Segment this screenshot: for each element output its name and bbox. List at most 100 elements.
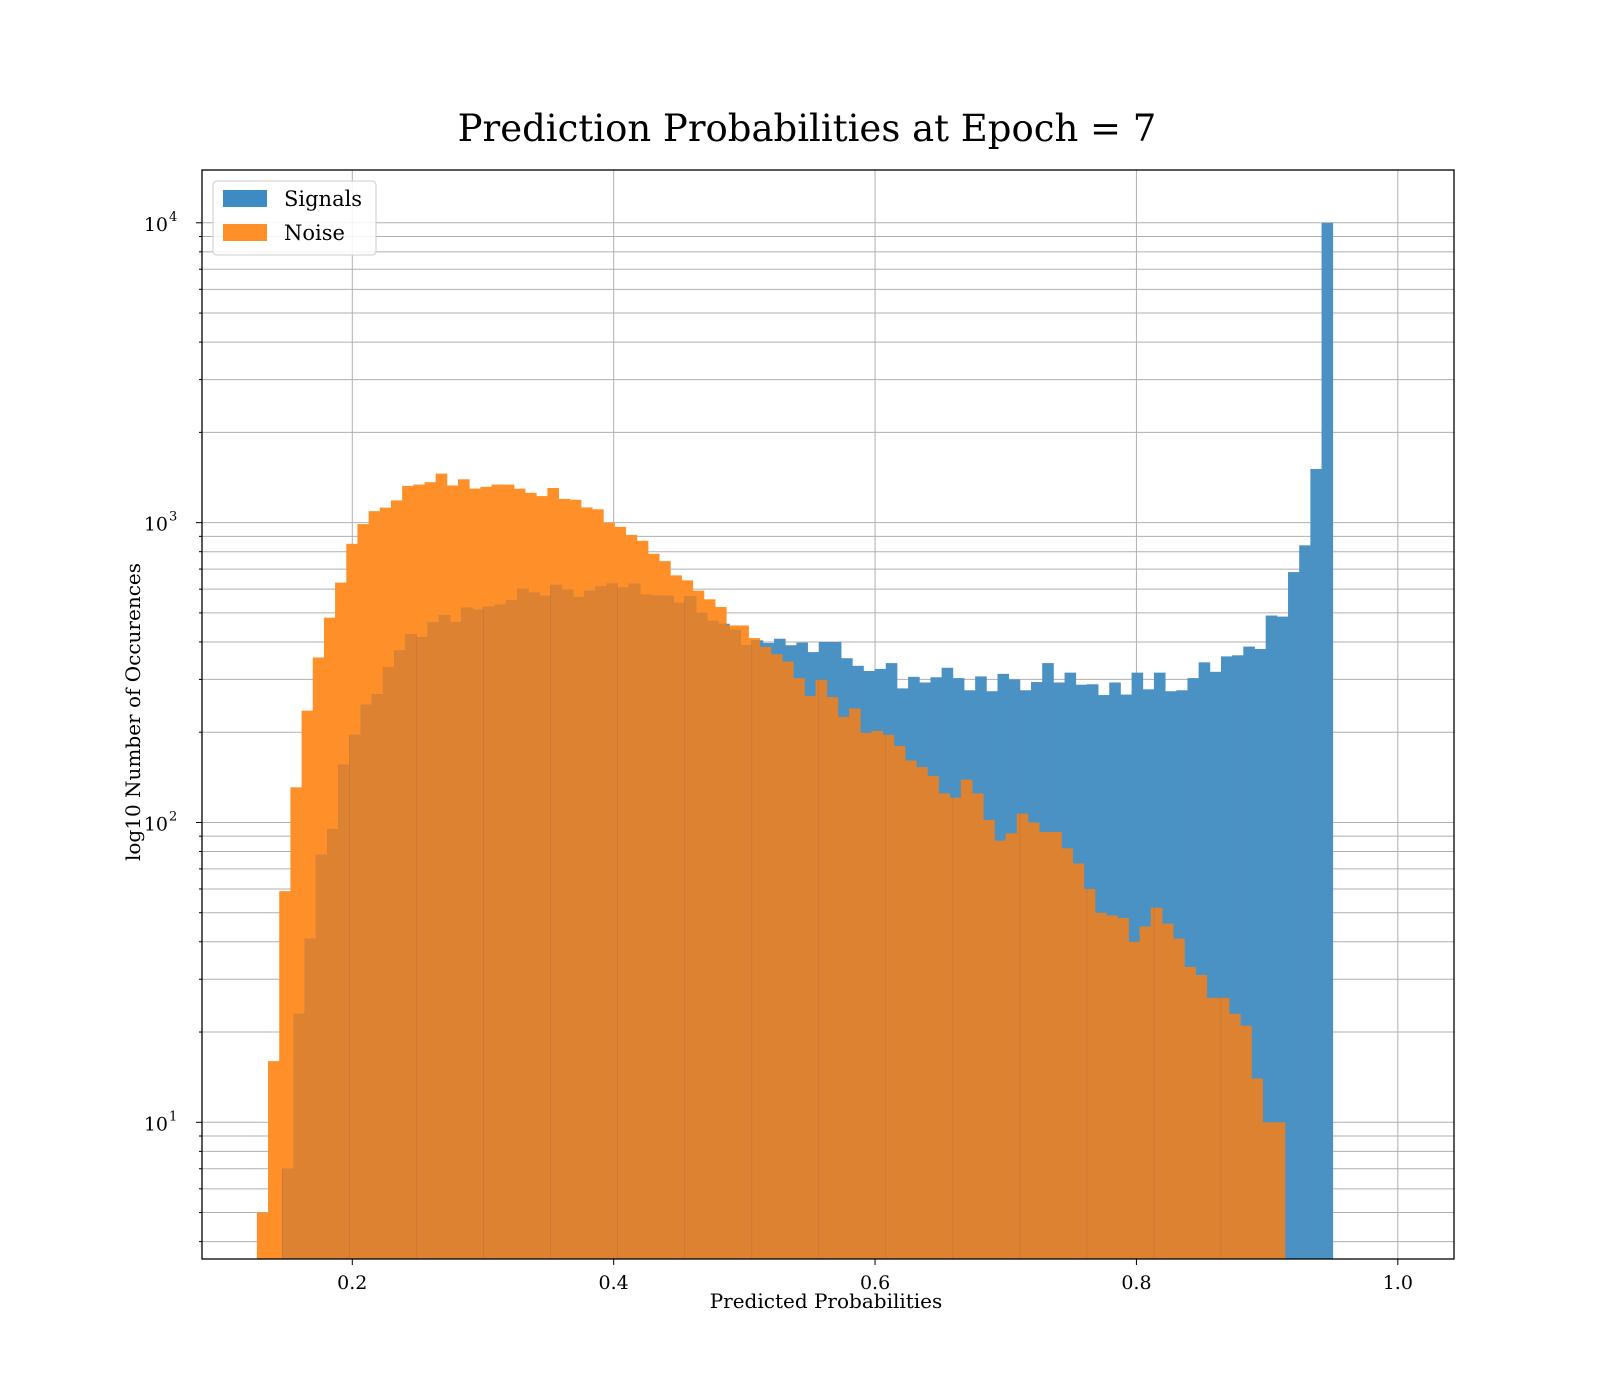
overlap-bar [517, 588, 526, 1259]
overlap-bar [670, 595, 674, 1259]
overlap-bar [1072, 863, 1077, 1259]
legend-swatch-noise [223, 224, 267, 241]
overlap-bar [1109, 915, 1118, 1259]
overlap-bar [762, 646, 772, 1259]
legend-label-noise: Noise [284, 221, 345, 245]
legend-label-signals: Signals [284, 187, 362, 211]
overlap-bar [472, 609, 481, 1259]
overlap-bar [1120, 918, 1129, 1259]
overlap-bar [480, 609, 484, 1259]
overlap-bar [706, 620, 716, 1259]
x-tick-label: 0.6 [860, 1272, 890, 1294]
overlap-bar [550, 584, 559, 1259]
overlap-bar [904, 760, 909, 1259]
overlap-bar [908, 760, 917, 1259]
overlap-bar [1176, 938, 1185, 1259]
overlap-bar [1075, 863, 1085, 1259]
overlap-bar [569, 589, 574, 1259]
overlap-bar [1008, 833, 1018, 1259]
overlap-bar [304, 938, 314, 1259]
overlap-bar [327, 829, 336, 1259]
overlap-bar [580, 596, 585, 1259]
overlap-bar [405, 634, 414, 1259]
overlap-bar [793, 678, 797, 1259]
overlap-bar [1039, 831, 1043, 1259]
signal-bar [1198, 662, 1211, 1259]
overlap-bar [1173, 938, 1177, 1259]
chart-title: Prediction Probabilities at Epoch = 7 [458, 107, 1157, 150]
y-tick-label: 10 [144, 514, 168, 536]
x-tick-label: 1.0 [1383, 1272, 1413, 1294]
overlap-bar [1217, 997, 1222, 1259]
overlap-bar [1117, 918, 1121, 1259]
overlap-bar [368, 704, 373, 1259]
overlap-bar [1053, 831, 1062, 1259]
overlap-bar [1042, 831, 1051, 1259]
overlap-bar [1184, 966, 1188, 1259]
overlap-bar [536, 592, 540, 1259]
overlap-bar [804, 696, 808, 1259]
overlap-bar [1064, 848, 1073, 1259]
x-tick-label: 0.8 [1121, 1272, 1151, 1294]
overlap-bar [446, 614, 451, 1259]
x-axis-ticks: 0.2 0.4 0.6 0.8 1.0 [337, 1259, 1413, 1294]
overlap-bar [639, 594, 649, 1259]
overlap-bar [692, 596, 697, 1259]
overlap-bar [740, 645, 749, 1259]
overlap-bar [1086, 888, 1096, 1259]
overlap-bar [1106, 915, 1110, 1259]
overlap-bar [1262, 1122, 1267, 1259]
overlap-bar [916, 767, 920, 1259]
overlap-bar [1243, 1025, 1252, 1259]
overlap-bar [603, 586, 607, 1259]
overlap-bar [1195, 974, 1200, 1259]
overlap-bar [748, 645, 753, 1259]
overlap-bar [614, 583, 618, 1259]
signal-bar [1254, 648, 1267, 1259]
overlap-bar [963, 779, 973, 1259]
overlap-bar [494, 604, 504, 1259]
overlap-bar [938, 793, 943, 1259]
overlap-bar [449, 622, 459, 1259]
overlap-bar [852, 708, 861, 1259]
overlap-bar [841, 716, 850, 1259]
overlap-bar [874, 730, 884, 1259]
overlap-bar [1232, 1013, 1241, 1259]
overlap-bar [673, 602, 682, 1259]
signal-bar [1310, 468, 1322, 1259]
overlap-bar [1098, 912, 1107, 1259]
overlap-bar [1229, 1013, 1233, 1259]
overlap-bar [1150, 907, 1155, 1259]
plot-frame [201, 169, 1455, 1260]
overlap-bar [628, 583, 638, 1259]
overlap-bar [659, 595, 663, 1259]
overlap-bar [539, 595, 548, 1259]
overlap-bar [469, 607, 473, 1259]
overlap-bar [983, 819, 987, 1259]
y-tick-exponent: 4 [169, 210, 177, 225]
overlap-bar [584, 590, 593, 1259]
overlap-bar [826, 697, 831, 1259]
overlap-bar [1187, 966, 1196, 1259]
overlap-bar [837, 716, 842, 1259]
signal-bar [1265, 615, 1278, 1259]
y-tick-exponent: 2 [169, 809, 177, 824]
overlap-bar [997, 840, 1006, 1259]
overlap-bar [718, 623, 727, 1259]
overlap-bar [427, 622, 437, 1259]
overlap-bar [458, 622, 462, 1259]
overlap-bar [1161, 923, 1166, 1259]
overlap-bar [770, 654, 775, 1259]
overlap-bar [390, 666, 395, 1259]
overlap-bar [927, 775, 931, 1259]
overlap-bar [394, 650, 403, 1259]
overlap-bar [919, 767, 928, 1259]
overlap-bar [525, 588, 529, 1259]
overlap-bar [438, 614, 448, 1259]
overlap-bar [413, 634, 417, 1259]
signal-bar [1321, 222, 1334, 1259]
y-axis-label: log10 Number of Occurences [121, 563, 145, 861]
signal-bar [1276, 616, 1289, 1259]
overlap-bar [1220, 997, 1230, 1259]
